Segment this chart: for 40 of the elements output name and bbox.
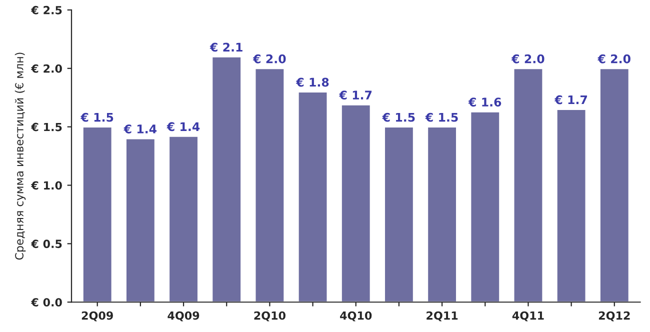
- data-label: € 1.5: [80, 112, 114, 122]
- data-label: € 2.0: [598, 54, 630, 64]
- x-tick-label: 2Q12: [598, 311, 630, 322]
- bar: [211, 56, 242, 302]
- y-tick-label: € 2.5: [30, 6, 62, 14]
- y-tick-label: € 2.0: [30, 64, 62, 73]
- bar: [168, 135, 199, 302]
- data-label: € 1.4: [166, 122, 200, 132]
- bar: [384, 126, 414, 302]
- bar: [470, 110, 500, 302]
- x-tick-label: 4Q09: [168, 311, 200, 322]
- data-label: € 1.6: [468, 98, 502, 107]
- bar: [82, 126, 113, 302]
- bar: [426, 126, 458, 302]
- data-label: € 1.7: [554, 95, 587, 104]
- x-tick-label: 2Q09: [82, 311, 113, 322]
- x-tick-label: 2Q10: [254, 311, 286, 322]
- y-tick-label: € 1.0: [30, 181, 62, 190]
- bar: [125, 138, 156, 302]
- y-tick-label: € 0.0: [30, 298, 62, 306]
- data-label: € 2.0: [252, 54, 286, 64]
- data-label: € 1.7: [339, 90, 372, 100]
- bar: [340, 104, 372, 302]
- data-label: € 1.4: [124, 124, 157, 134]
- data-label: € 2.0: [511, 54, 544, 64]
- x-tick-label: 4Q11: [512, 311, 544, 322]
- x-tick-label: 2Q11: [426, 311, 458, 322]
- bar: [556, 108, 587, 302]
- bar: [297, 91, 328, 302]
- data-label: € 1.5: [382, 112, 415, 122]
- bar: [599, 68, 630, 302]
- y-axis-title: Средняя сумма инвестиций (€ млн): [14, 52, 26, 260]
- bar: [254, 68, 286, 302]
- bar: [512, 68, 544, 302]
- y-tick-label: € 1.5: [30, 122, 62, 132]
- x-tick-label: 4Q10: [340, 311, 372, 322]
- data-label: € 1.5: [425, 112, 458, 122]
- y-tick-label: € 0.5: [30, 240, 62, 248]
- data-label: € 2.1: [210, 42, 242, 52]
- data-label: € 1.8: [296, 78, 329, 87]
